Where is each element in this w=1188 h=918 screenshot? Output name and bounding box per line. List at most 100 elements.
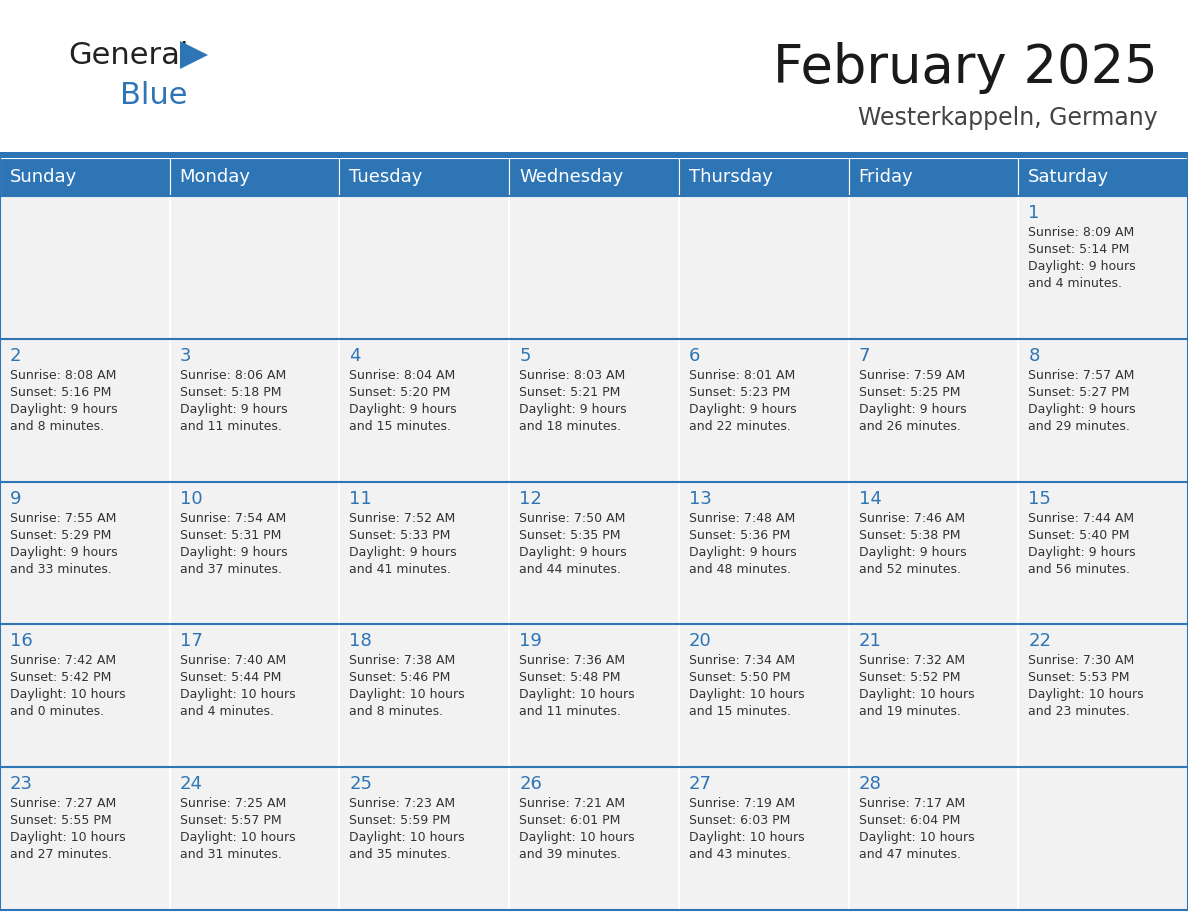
Text: General: General [68,40,189,70]
Bar [170,158,340,196]
Text: Sunrise: 7:50 AM: Sunrise: 7:50 AM [519,511,626,524]
Text: Daylight: 9 hours: Daylight: 9 hours [179,545,287,558]
Text: Sunrise: 7:44 AM: Sunrise: 7:44 AM [1029,511,1135,524]
Text: and 8 minutes.: and 8 minutes. [10,420,105,432]
Bar [340,196,510,339]
Text: 28: 28 [859,775,881,793]
Text: 24: 24 [179,775,203,793]
Text: and 29 minutes.: and 29 minutes. [1029,420,1130,432]
Text: Sunset: 5:29 PM: Sunset: 5:29 PM [10,529,112,542]
Bar [678,158,848,196]
Text: Sunset: 5:25 PM: Sunset: 5:25 PM [859,386,960,398]
Bar [848,158,1018,196]
Bar [1018,196,1188,339]
Text: and 8 minutes.: and 8 minutes. [349,705,443,719]
Text: 1: 1 [1029,204,1040,222]
Text: Daylight: 9 hours: Daylight: 9 hours [349,545,457,558]
Text: Daylight: 9 hours: Daylight: 9 hours [689,403,796,416]
Text: Daylight: 10 hours: Daylight: 10 hours [1029,688,1144,701]
Text: Sunset: 5:38 PM: Sunset: 5:38 PM [859,529,960,542]
Bar [678,482,848,624]
Text: and 56 minutes.: and 56 minutes. [1029,563,1130,576]
Text: and 22 minutes.: and 22 minutes. [689,420,791,432]
Text: Sunrise: 7:42 AM: Sunrise: 7:42 AM [10,655,116,667]
Bar [510,196,678,339]
Text: Sunrise: 7:34 AM: Sunrise: 7:34 AM [689,655,795,667]
Text: Sunrise: 7:23 AM: Sunrise: 7:23 AM [349,797,455,811]
Text: Sunset: 5:35 PM: Sunset: 5:35 PM [519,529,620,542]
Text: 22: 22 [1029,633,1051,650]
Text: 5: 5 [519,347,531,364]
Text: Sunrise: 7:52 AM: Sunrise: 7:52 AM [349,511,456,524]
Text: Sunrise: 7:30 AM: Sunrise: 7:30 AM [1029,655,1135,667]
Text: Friday: Friday [859,168,914,186]
Text: Sunrise: 7:54 AM: Sunrise: 7:54 AM [179,511,286,524]
Bar [848,624,1018,767]
Bar [170,624,340,767]
Text: Sunset: 5:16 PM: Sunset: 5:16 PM [10,386,112,398]
Text: Sunset: 5:20 PM: Sunset: 5:20 PM [349,386,451,398]
Text: Daylight: 9 hours: Daylight: 9 hours [10,545,118,558]
Text: Sunset: 5:14 PM: Sunset: 5:14 PM [1029,243,1130,256]
Text: 11: 11 [349,489,372,508]
Text: Sunrise: 7:55 AM: Sunrise: 7:55 AM [10,511,116,524]
Text: Sunset: 6:01 PM: Sunset: 6:01 PM [519,814,620,827]
Text: 9: 9 [10,489,21,508]
Text: and 52 minutes.: and 52 minutes. [859,563,961,576]
Bar [0,152,1188,158]
Text: Sunrise: 7:32 AM: Sunrise: 7:32 AM [859,655,965,667]
Bar [0,482,170,624]
Text: Sunset: 5:21 PM: Sunset: 5:21 PM [519,386,620,398]
Text: 10: 10 [179,489,202,508]
Text: Daylight: 9 hours: Daylight: 9 hours [519,403,627,416]
Text: Sunrise: 8:04 AM: Sunrise: 8:04 AM [349,369,456,382]
Text: 8: 8 [1029,347,1040,364]
Bar [510,624,678,767]
Text: and 23 minutes.: and 23 minutes. [1029,705,1130,719]
Polygon shape [181,41,208,69]
Text: 18: 18 [349,633,372,650]
Text: and 31 minutes.: and 31 minutes. [179,848,282,861]
Text: and 19 minutes.: and 19 minutes. [859,705,960,719]
Text: 7: 7 [859,347,870,364]
Bar [170,339,340,482]
Text: Sunrise: 7:59 AM: Sunrise: 7:59 AM [859,369,965,382]
Text: and 26 minutes.: and 26 minutes. [859,420,960,432]
Text: Daylight: 9 hours: Daylight: 9 hours [1029,260,1136,273]
Text: Sunrise: 7:36 AM: Sunrise: 7:36 AM [519,655,625,667]
Text: 2: 2 [10,347,21,364]
Text: 21: 21 [859,633,881,650]
Bar [1018,339,1188,482]
Text: Daylight: 9 hours: Daylight: 9 hours [689,545,796,558]
Text: and 4 minutes.: and 4 minutes. [1029,277,1123,290]
Text: Sunset: 5:23 PM: Sunset: 5:23 PM [689,386,790,398]
Bar [1018,158,1188,196]
Bar [848,482,1018,624]
Text: Sunset: 5:52 PM: Sunset: 5:52 PM [859,671,960,685]
Text: and 47 minutes.: and 47 minutes. [859,848,961,861]
Bar [1018,624,1188,767]
Text: and 48 minutes.: and 48 minutes. [689,563,791,576]
Text: Sunrise: 8:01 AM: Sunrise: 8:01 AM [689,369,795,382]
Text: Wednesday: Wednesday [519,168,624,186]
Text: 6: 6 [689,347,700,364]
Text: Daylight: 10 hours: Daylight: 10 hours [689,688,804,701]
Text: and 11 minutes.: and 11 minutes. [179,420,282,432]
Text: Sunset: 5:48 PM: Sunset: 5:48 PM [519,671,620,685]
Bar [0,339,170,482]
Text: and 4 minutes.: and 4 minutes. [179,705,273,719]
Text: Sunset: 5:31 PM: Sunset: 5:31 PM [179,529,282,542]
Text: Sunrise: 8:03 AM: Sunrise: 8:03 AM [519,369,625,382]
Text: and 35 minutes.: and 35 minutes. [349,848,451,861]
Text: and 11 minutes.: and 11 minutes. [519,705,621,719]
Text: and 39 minutes.: and 39 minutes. [519,848,621,861]
Text: Sunset: 5:40 PM: Sunset: 5:40 PM [1029,529,1130,542]
Text: Thursday: Thursday [689,168,772,186]
Bar [0,624,170,767]
Bar [510,158,678,196]
Text: 3: 3 [179,347,191,364]
Text: 25: 25 [349,775,372,793]
Text: and 33 minutes.: and 33 minutes. [10,563,112,576]
Text: Daylight: 9 hours: Daylight: 9 hours [519,545,627,558]
Text: 20: 20 [689,633,712,650]
